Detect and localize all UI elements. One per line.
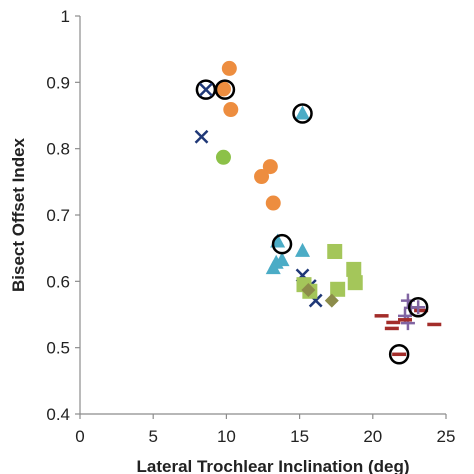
x-tick-label: 15 — [290, 427, 309, 446]
point-triangle — [274, 252, 290, 267]
point-x — [194, 129, 209, 144]
point-diamond — [301, 282, 316, 297]
x-axis-title: Lateral Trochlear Inclination (deg) — [137, 457, 410, 474]
point-circle — [262, 159, 278, 175]
point-triangle — [295, 105, 311, 120]
point-open-circle — [214, 79, 236, 100]
y-tick-label: 0.9 — [46, 73, 70, 92]
point-square — [346, 261, 362, 277]
point-diamond — [324, 293, 339, 308]
point-open-circle — [271, 233, 293, 255]
y-tick-label: 0.4 — [46, 405, 70, 424]
point-circle — [215, 149, 231, 165]
point-triangle — [295, 242, 311, 257]
y-tick-label: 0.7 — [46, 206, 70, 225]
point-plus — [411, 300, 426, 315]
point-open-circle — [388, 344, 410, 365]
point-square — [330, 281, 346, 297]
point-square — [347, 275, 363, 291]
point-circle — [215, 81, 231, 97]
point-square — [327, 243, 343, 259]
point-triangle — [265, 260, 281, 275]
y-tick-labels: 0.4 0.5 0.6 0.7 0.8 0.9 1 — [46, 7, 70, 424]
y-axis-title: Bisect Offset Index — [9, 137, 28, 292]
chart-marks — [194, 60, 442, 365]
x-tick-labels: 0 5 10 15 20 25 — [75, 427, 455, 446]
chart-axes — [75, 15, 447, 419]
x-tick-label: 5 — [148, 427, 157, 446]
y-tick-label: 0.6 — [46, 272, 70, 291]
point-open-circle — [407, 296, 429, 318]
y-tick-label: 0.8 — [46, 140, 70, 159]
point-x — [199, 82, 213, 97]
point-circle — [223, 102, 239, 118]
y-tick-label: 0.5 — [46, 339, 70, 358]
x-tick-label: 25 — [437, 427, 456, 446]
point-circle — [265, 195, 281, 211]
x-tick-label: 0 — [75, 427, 84, 446]
x-tick-label: 10 — [217, 427, 236, 446]
point-circle — [254, 169, 270, 185]
point-open-circle — [292, 103, 313, 124]
y-tick-label: 1 — [61, 7, 70, 26]
x-tick-label: 20 — [363, 427, 382, 446]
point-circle — [221, 60, 237, 76]
